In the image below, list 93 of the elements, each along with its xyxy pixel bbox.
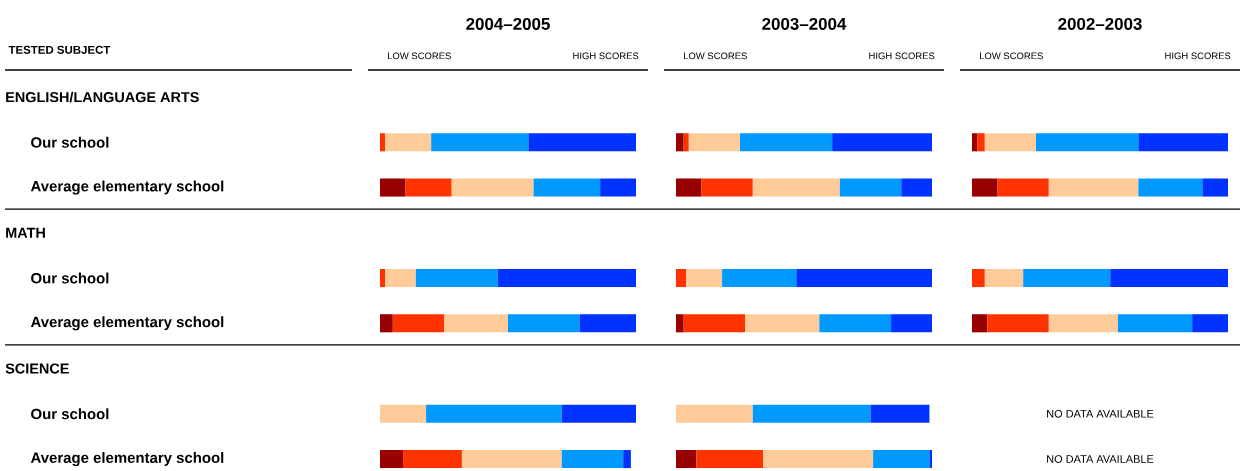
bar: [972, 268, 985, 288]
bar: [444, 314, 508, 333]
bar: [763, 449, 874, 469]
annotation: NO DATA AVAILABLE: [1047, 409, 1154, 418]
bar: [740, 133, 833, 152]
bar: [497, 268, 636, 288]
y-tick-label: Our school: [31, 272, 109, 284]
bar: [977, 133, 985, 152]
bar: [579, 314, 636, 333]
bar: [380, 404, 427, 423]
bar: [819, 314, 892, 333]
bar: [461, 449, 562, 469]
bar: [901, 178, 933, 197]
bar: [533, 178, 601, 197]
bar: [426, 404, 562, 423]
bar: [676, 133, 684, 152]
chart-title: 2002–2003: [1058, 17, 1142, 30]
y-tick-label: Average elementary school: [30, 452, 224, 467]
bar: [752, 178, 840, 197]
y-tick-label: Average elementary school: [30, 316, 224, 331]
bar: [676, 178, 702, 197]
y-axis-title: TESTED SUBJECT: [8, 45, 111, 54]
bar: [745, 314, 820, 333]
bar: [1138, 178, 1203, 197]
bar: [832, 133, 933, 152]
bar: [972, 133, 978, 152]
text: LOW SCORES: [683, 52, 747, 60]
bar: [796, 268, 933, 288]
bar: [984, 133, 1037, 152]
bar: [686, 268, 723, 288]
bar: [752, 404, 871, 423]
bar: [623, 449, 631, 469]
text: HIGH SCORES: [869, 52, 935, 60]
bar: [676, 404, 753, 423]
bar: [984, 268, 1024, 288]
y-tick-label: Average elementary school: [30, 180, 224, 195]
bar: [380, 449, 404, 469]
bar: [701, 178, 753, 197]
text: SCIENCE: [5, 363, 69, 374]
annotation: NO DATA AVAILABLE: [1047, 455, 1154, 463]
bar: [561, 449, 624, 469]
bar: [987, 314, 1049, 333]
bar: [380, 268, 386, 288]
bar: [972, 178, 998, 197]
bar: [380, 314, 393, 333]
bar: [683, 133, 689, 152]
chart-title: 2003–2004: [762, 17, 847, 30]
bar: [403, 449, 462, 469]
bar: [696, 449, 764, 469]
bar: [972, 314, 988, 333]
bar: [676, 314, 684, 333]
bar: [561, 404, 636, 423]
bar: [676, 268, 687, 288]
bar: [1036, 133, 1139, 152]
bar: [722, 268, 797, 288]
bar: [929, 449, 933, 469]
text: LOW SCORES: [979, 52, 1043, 60]
bar: [385, 268, 416, 288]
text: ENGLISH/LANGUAGE ARTS: [6, 91, 199, 103]
y-tick-label: Our school: [31, 136, 109, 148]
bar: [683, 314, 746, 333]
text: LOW SCORES: [387, 52, 451, 60]
text: HIGH SCORES: [1165, 52, 1231, 60]
bar: [1138, 133, 1229, 152]
text: HIGH SCORES: [573, 52, 639, 60]
bar: [528, 133, 636, 152]
bar: [385, 133, 432, 152]
bar: [891, 314, 933, 333]
bar: [1048, 178, 1139, 197]
bar: [1192, 314, 1229, 333]
bar: [405, 178, 452, 197]
bar: [1117, 314, 1193, 333]
bar: [839, 178, 902, 197]
bar: [380, 133, 386, 152]
bar: [415, 268, 498, 288]
bar: [688, 133, 741, 152]
bar: [676, 449, 697, 469]
bar: [431, 133, 529, 152]
text: MATH: [6, 227, 45, 238]
bar: [873, 449, 930, 469]
bar: [508, 314, 580, 333]
bar: [380, 178, 406, 197]
bar: [451, 178, 534, 197]
bar: [1110, 268, 1229, 288]
bar: [1048, 314, 1118, 333]
bar: [600, 178, 636, 197]
bar: [870, 404, 930, 423]
chart-title: 2004–2005: [466, 17, 550, 30]
bar: [392, 314, 444, 333]
y-tick-label: Our school: [31, 408, 109, 420]
bar: [1202, 178, 1229, 197]
bar: [997, 178, 1049, 197]
bar: [1023, 268, 1111, 288]
